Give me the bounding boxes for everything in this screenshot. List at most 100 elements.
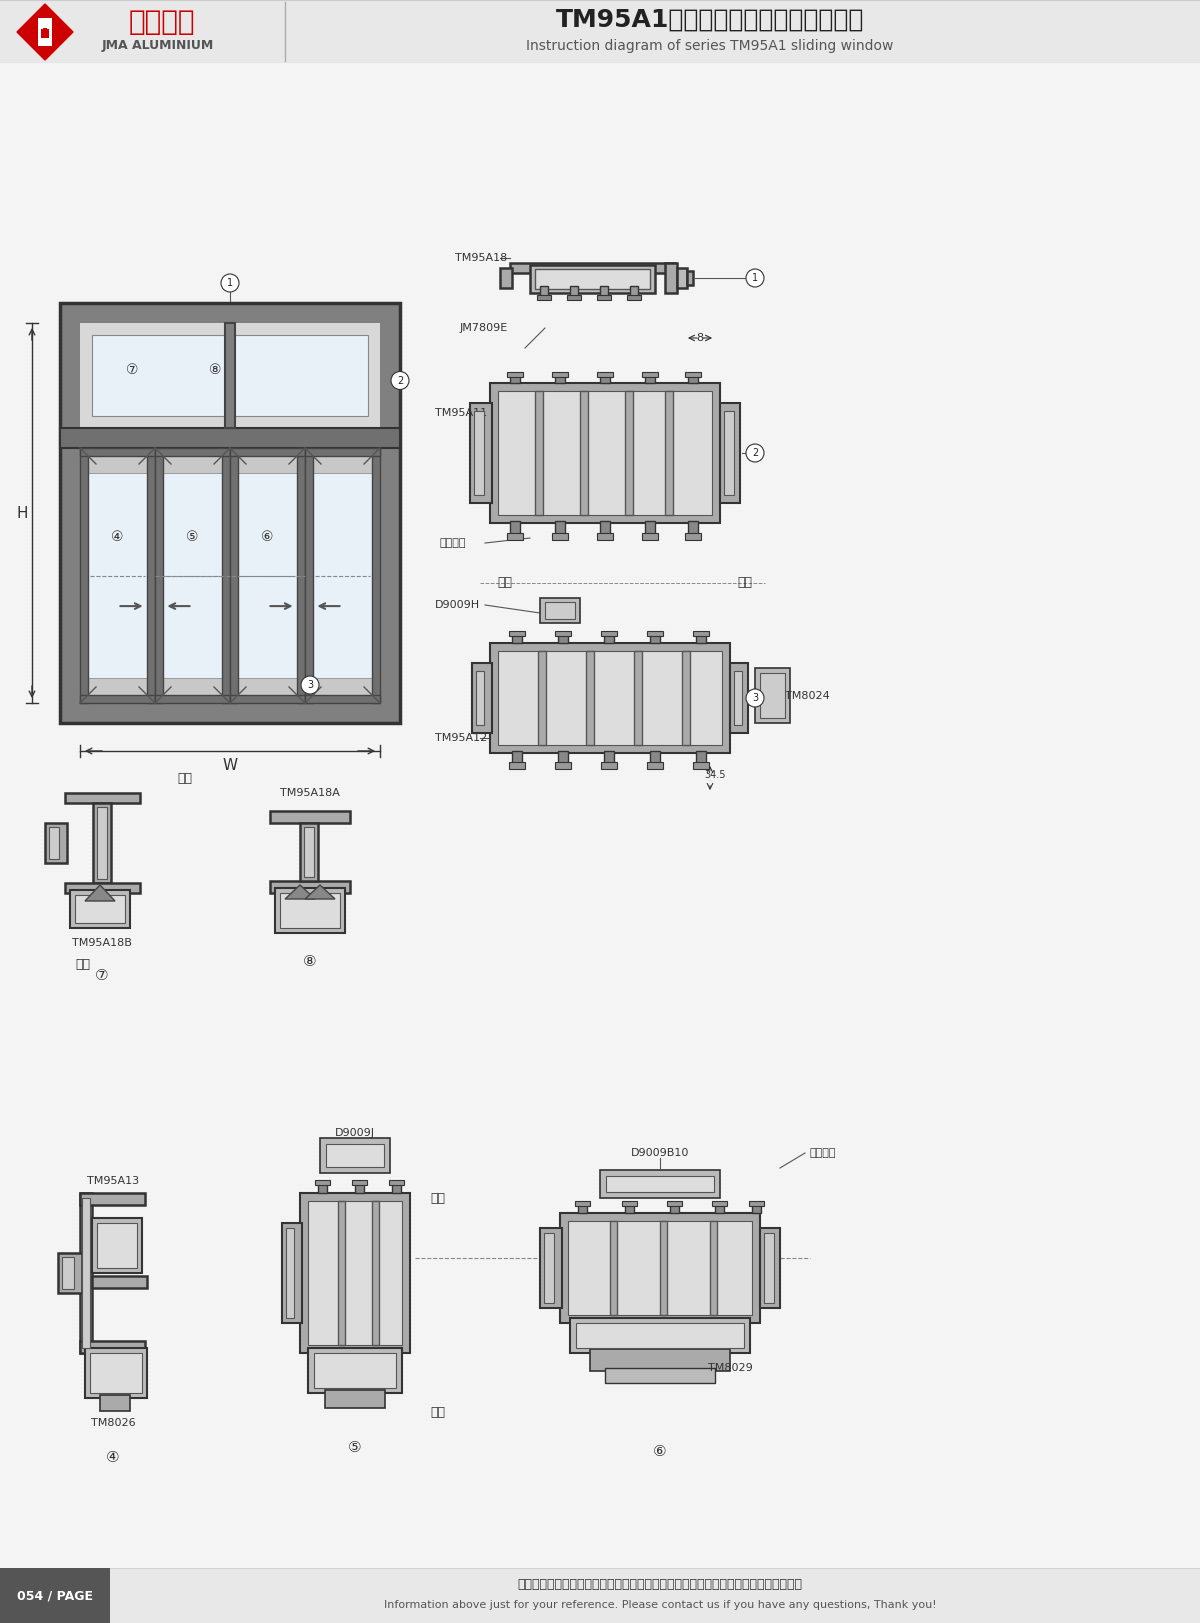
Text: JMA ALUMINIUM: JMA ALUMINIUM (102, 39, 214, 52)
Bar (155, 448, 230, 456)
Bar (682, 651, 690, 745)
Bar (605, 1368, 715, 1383)
Text: TM95A18: TM95A18 (455, 253, 508, 263)
Bar (598, 372, 613, 377)
Bar (677, 268, 686, 287)
Text: TM8029: TM8029 (708, 1363, 752, 1373)
Bar (510, 263, 674, 273)
Bar (508, 532, 523, 540)
Bar (82, 1198, 90, 1349)
Bar (474, 411, 484, 495)
Bar (80, 695, 155, 703)
Text: D9009B10: D9009B10 (631, 1147, 689, 1157)
Text: Information above just for your reference. Please contact us if you have any que: Information above just for your referenc… (384, 1600, 936, 1610)
Bar (92, 1276, 148, 1289)
Bar (222, 448, 230, 703)
Bar (600, 286, 608, 299)
Bar (238, 472, 298, 678)
Bar (470, 403, 492, 503)
Bar (155, 695, 230, 703)
Bar (554, 521, 565, 536)
Text: Instruction diagram of series TM95A1 sliding window: Instruction diagram of series TM95A1 sli… (527, 39, 894, 54)
Bar (392, 1185, 401, 1193)
Bar (286, 1229, 294, 1318)
Text: 室内: 室内 (431, 1191, 445, 1204)
Bar (80, 323, 380, 428)
Bar (552, 372, 568, 377)
Bar (568, 1220, 752, 1315)
Bar (730, 664, 748, 734)
Circle shape (746, 690, 764, 708)
Bar (724, 411, 734, 495)
Text: ⑥: ⑥ (653, 1443, 667, 1459)
Text: 1: 1 (752, 273, 758, 282)
Bar (712, 1201, 727, 1206)
Bar (760, 674, 785, 717)
Text: 3: 3 (752, 693, 758, 703)
Bar (628, 295, 641, 300)
Bar (155, 448, 230, 703)
Bar (650, 635, 660, 643)
Text: 2: 2 (397, 375, 403, 386)
Bar (308, 1201, 402, 1345)
Bar (688, 521, 698, 536)
Bar (540, 286, 548, 299)
Bar (600, 521, 610, 536)
Bar (313, 472, 372, 678)
Bar (755, 669, 790, 722)
Bar (0, 0, 1200, 63)
Bar (535, 391, 542, 514)
Bar (510, 375, 520, 383)
Bar (647, 763, 662, 769)
Bar (320, 1138, 390, 1173)
Bar (314, 1180, 330, 1185)
Bar (670, 1204, 679, 1212)
Bar (710, 1220, 718, 1315)
Bar (535, 269, 650, 289)
Bar (540, 1229, 562, 1308)
Text: JM7809E: JM7809E (460, 323, 509, 333)
Text: ⑦: ⑦ (95, 967, 109, 982)
Bar (338, 1201, 346, 1345)
Bar (590, 1349, 730, 1371)
Bar (554, 375, 565, 383)
Bar (610, 1220, 617, 1315)
Bar (389, 1180, 404, 1185)
Bar (749, 1201, 764, 1206)
Bar (80, 448, 155, 456)
Bar (647, 631, 662, 636)
Bar (554, 763, 571, 769)
Bar (282, 1224, 302, 1323)
Bar (538, 295, 551, 300)
Text: 054 / PAGE: 054 / PAGE (17, 1589, 94, 1602)
Bar (601, 763, 617, 769)
Circle shape (746, 445, 764, 463)
Bar (512, 751, 522, 763)
Bar (80, 1341, 145, 1354)
Text: ⑤: ⑤ (186, 531, 199, 544)
Bar (630, 286, 638, 299)
Text: 室外: 室外 (738, 576, 752, 589)
Bar (646, 521, 655, 536)
Bar (558, 635, 568, 643)
Bar (163, 472, 222, 678)
Text: D9009H: D9009H (436, 601, 480, 610)
Text: ⑧: ⑧ (304, 953, 317, 969)
Text: ⑧: ⑧ (209, 364, 221, 378)
Text: ⑤: ⑤ (348, 1441, 362, 1456)
Bar (305, 448, 313, 703)
Bar (325, 1389, 385, 1409)
Text: 室内: 室内 (178, 771, 192, 784)
Bar (660, 1220, 667, 1315)
Text: TM95A18B: TM95A18B (72, 938, 132, 948)
Bar (38, 18, 52, 45)
Bar (552, 532, 568, 540)
Bar (230, 448, 305, 703)
Bar (49, 828, 59, 859)
Bar (544, 1233, 554, 1303)
Bar (305, 448, 380, 703)
Bar (600, 1170, 720, 1198)
Text: 金钢纱网: 金钢纱网 (440, 537, 467, 549)
Text: 3: 3 (307, 680, 313, 690)
Bar (601, 631, 617, 636)
